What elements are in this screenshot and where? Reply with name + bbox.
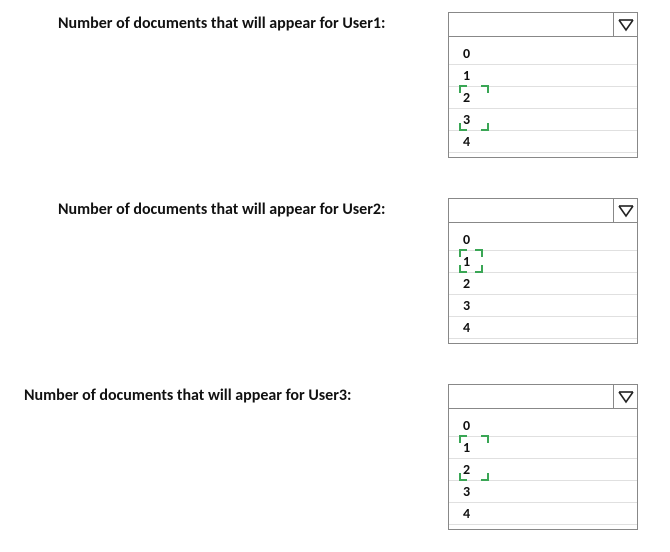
dropdown-box: 01234 — [448, 198, 638, 344]
dropdown-option[interactable]: 3 — [449, 295, 637, 317]
question-label: Number of documents that will appear for… — [18, 384, 448, 405]
dropdown-header[interactable] — [449, 385, 637, 409]
chevron-down-icon[interactable] — [613, 385, 637, 408]
dropdown-option[interactable]: 2 — [449, 87, 637, 109]
dropdown-option[interactable]: 4 — [449, 503, 637, 525]
question-row: Number of documents that will appear for… — [18, 384, 652, 530]
dropdown-option[interactable]: 1 — [449, 251, 637, 273]
dropdown-option[interactable]: 3 — [449, 109, 637, 131]
dropdown-option[interactable]: 3 — [449, 481, 637, 503]
dropdown-option[interactable]: 0 — [449, 415, 637, 437]
dropdown-option[interactable]: 0 — [449, 43, 637, 65]
dropdown-header[interactable] — [449, 13, 637, 37]
chevron-down-icon[interactable] — [613, 199, 637, 222]
dropdown-list: 01234 — [449, 37, 637, 157]
question-row: Number of documents that will appear for… — [18, 12, 652, 158]
dropdown-option[interactable]: 2 — [449, 459, 637, 481]
question-label: Number of documents that will appear for… — [18, 12, 448, 33]
dropdown-list: 01234 — [449, 223, 637, 343]
dropdown-option[interactable]: 4 — [449, 131, 637, 153]
dropdown-box: 01234 — [448, 384, 638, 530]
dropdown-option[interactable]: 4 — [449, 317, 637, 339]
dropdown-box: 01234 — [448, 12, 638, 158]
dropdown-header[interactable] — [449, 199, 637, 223]
dropdown-list: 01234 — [449, 409, 637, 529]
dropdown-option[interactable]: 1 — [449, 65, 637, 87]
dropdown-option[interactable]: 2 — [449, 273, 637, 295]
question-label: Number of documents that will appear for… — [18, 198, 448, 219]
dropdown-option[interactable]: 0 — [449, 229, 637, 251]
question-row: Number of documents that will appear for… — [18, 198, 652, 344]
dropdown-option[interactable]: 1 — [449, 437, 637, 459]
chevron-down-icon[interactable] — [613, 13, 637, 36]
